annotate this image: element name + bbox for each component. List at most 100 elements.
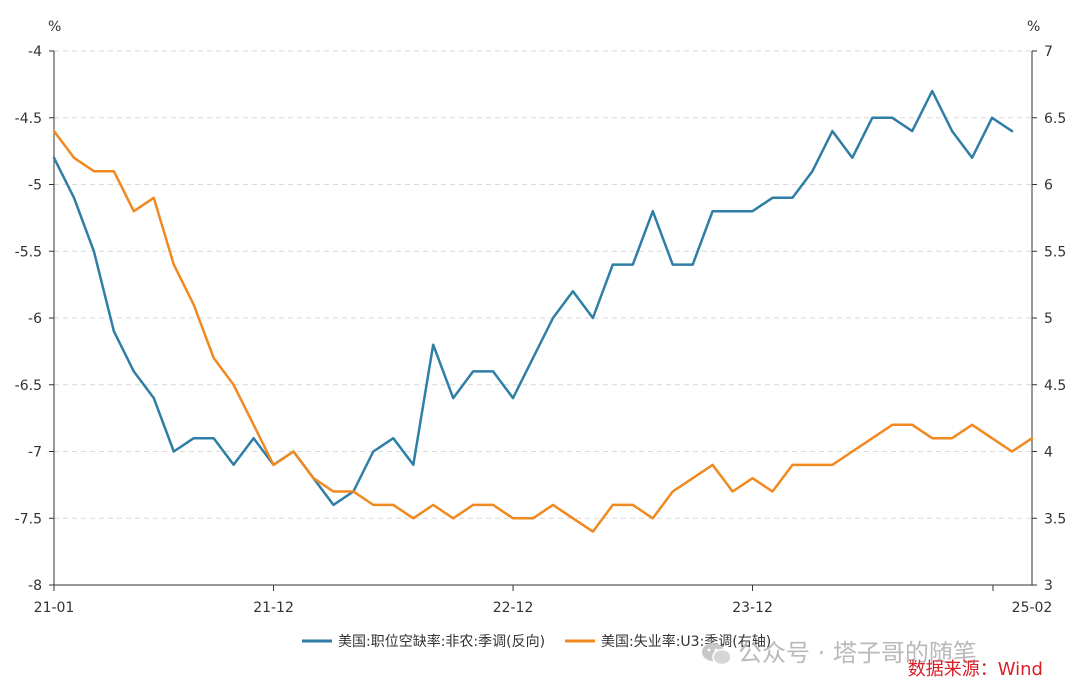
data-point (253, 424, 255, 426)
x-tick-label: 21-12 (253, 600, 294, 616)
data-point (791, 464, 794, 466)
data-point (173, 264, 175, 266)
data-point (532, 357, 534, 359)
data-point (213, 357, 215, 359)
data-point (372, 504, 374, 506)
series-line-1 (52, 89, 1014, 507)
data-point (133, 370, 135, 372)
data-point (911, 130, 913, 132)
data-point (851, 157, 853, 159)
legend-item-1: 美国:职位空缺率:非农:季调(反向) (302, 633, 545, 650)
left-tick-label: -6 (28, 311, 42, 327)
data-point (233, 464, 235, 466)
data-point (272, 464, 275, 466)
left-tick-label: -7 (28, 445, 42, 461)
data-point (891, 117, 893, 119)
data-point (811, 170, 814, 172)
data-point (771, 197, 774, 199)
data-point (592, 531, 594, 533)
wechat-icon (702, 643, 732, 666)
x-tick-label: 21-01 (34, 600, 75, 616)
data-point (951, 130, 953, 132)
x-tick-label: 23-12 (732, 600, 773, 616)
data-point (991, 437, 993, 439)
data-point (412, 464, 414, 466)
data-point (352, 490, 354, 493)
data-point (552, 317, 554, 319)
left-axis-unit: % (48, 19, 61, 35)
left-tick-label: -6.5 (15, 378, 42, 394)
data-point (951, 437, 953, 439)
data-point (612, 264, 614, 266)
data-point (652, 517, 654, 519)
data-point (372, 450, 374, 453)
left-tick-label: -7.5 (15, 511, 42, 527)
data-point (512, 517, 514, 519)
data-point (253, 437, 255, 439)
data-point (213, 437, 215, 439)
data-point (532, 517, 534, 519)
data-point (931, 437, 933, 439)
data-point (552, 504, 554, 506)
x-tick-label: 25-02 (1012, 600, 1053, 616)
data-point (133, 210, 135, 212)
data-point (732, 490, 734, 493)
data-point (831, 464, 834, 466)
data-point (233, 384, 235, 386)
data-point (751, 210, 754, 212)
data-point (113, 330, 115, 332)
right-tick-label: 5.5 (1044, 244, 1066, 260)
data-point (193, 304, 195, 306)
legend-label: 美国:失业率:U3:季调(右轴) (601, 633, 771, 650)
legend-item-2: 美国:失业率:U3:季调(右轴) (565, 633, 771, 650)
data-point (53, 130, 55, 132)
data-point (432, 504, 434, 506)
series-points-2 (53, 130, 1033, 533)
data-point (991, 117, 993, 119)
data-point (73, 197, 75, 199)
data-point (911, 424, 913, 426)
left-axis-ticks: -4 -4.5 -5 -5.5 -6 -6.5 -7 -7.5 -8 (15, 44, 54, 594)
series-layer (52, 89, 1034, 533)
data-point (672, 490, 674, 493)
data-point (452, 517, 454, 519)
data-point (572, 517, 574, 519)
data-point (412, 517, 414, 519)
data-point (153, 397, 155, 399)
data-point (512, 397, 514, 399)
data-point (831, 130, 834, 132)
data-point (53, 157, 55, 159)
data-point (492, 370, 494, 372)
data-point (732, 210, 734, 212)
data-point (1011, 450, 1013, 453)
data-point (712, 464, 714, 466)
data-point (472, 370, 474, 372)
data-point (871, 117, 873, 119)
right-tick-label: 4.5 (1044, 378, 1066, 394)
data-point (971, 157, 973, 159)
data-point (692, 477, 694, 479)
data-point (292, 450, 295, 453)
data-point (971, 424, 973, 426)
data-point (712, 210, 714, 212)
data-point (592, 317, 594, 319)
data-point (93, 170, 95, 172)
data-point (871, 437, 873, 439)
data-point (452, 397, 454, 399)
legend: 美国:职位空缺率:非农:季调(反向) 美国:失业率:U3:季调(右轴) (302, 633, 771, 650)
left-tick-label: -8 (28, 578, 42, 594)
data-point (492, 504, 494, 506)
data-point (751, 477, 754, 479)
right-axis-ticks: 7 6.5 6 5.5 5 4.5 4 3.5 3 (1032, 44, 1066, 594)
source-text: 数据来源：Wind (908, 659, 1043, 680)
data-point (153, 197, 155, 199)
x-axis-ticks: 21-01 21-12 22-12 23-12 25-02 (34, 585, 1053, 616)
data-point (791, 197, 794, 199)
data-point (811, 464, 814, 466)
data-point (392, 437, 394, 439)
data-point (632, 504, 634, 506)
data-point (432, 344, 434, 346)
data-point (891, 424, 893, 426)
right-tick-label: 4 (1044, 445, 1053, 461)
data-point (612, 504, 614, 506)
